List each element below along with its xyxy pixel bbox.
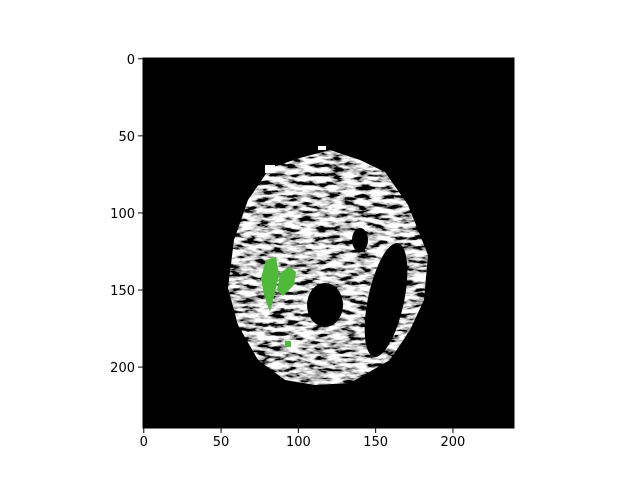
y-tick-label: 0 xyxy=(127,53,135,68)
axes-frame xyxy=(142,57,515,429)
x-tick-label: 200 xyxy=(441,435,466,450)
segmentation xyxy=(277,267,296,296)
y-tick-label: 150 xyxy=(110,284,135,299)
y-tick-label: 200 xyxy=(110,361,135,376)
bright-spot xyxy=(318,146,326,150)
image-axes xyxy=(142,57,515,429)
x-tick-label: 150 xyxy=(363,435,388,450)
y-tick-label: 50 xyxy=(118,130,135,145)
x-tick-label: 50 xyxy=(213,435,230,450)
segmentation xyxy=(261,257,279,312)
ventricle xyxy=(364,243,408,357)
y-tick-label: 100 xyxy=(110,207,135,222)
bright-spot xyxy=(265,165,275,173)
dark-region xyxy=(307,283,343,327)
brain-image xyxy=(228,150,428,385)
dark-region xyxy=(352,228,368,252)
segmentation xyxy=(285,341,291,347)
x-tick-label: 0 xyxy=(140,435,148,450)
x-tick-label: 100 xyxy=(286,435,311,450)
